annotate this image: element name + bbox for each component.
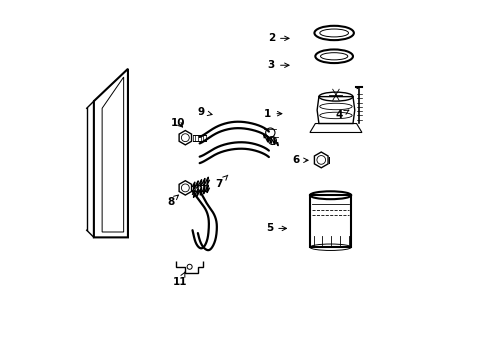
Bar (309, 195, 350, 247)
Text: 4: 4 (335, 110, 348, 121)
Text: 6: 6 (292, 155, 307, 165)
Text: 9: 9 (198, 107, 212, 117)
Text: 1: 1 (264, 109, 281, 119)
Text: 8: 8 (167, 195, 178, 207)
Text: 10: 10 (171, 118, 185, 128)
Text: 11: 11 (172, 272, 187, 287)
Text: 3: 3 (267, 60, 288, 70)
Text: 7: 7 (215, 175, 227, 189)
Text: 5: 5 (265, 224, 286, 233)
Text: 2: 2 (267, 33, 288, 43)
